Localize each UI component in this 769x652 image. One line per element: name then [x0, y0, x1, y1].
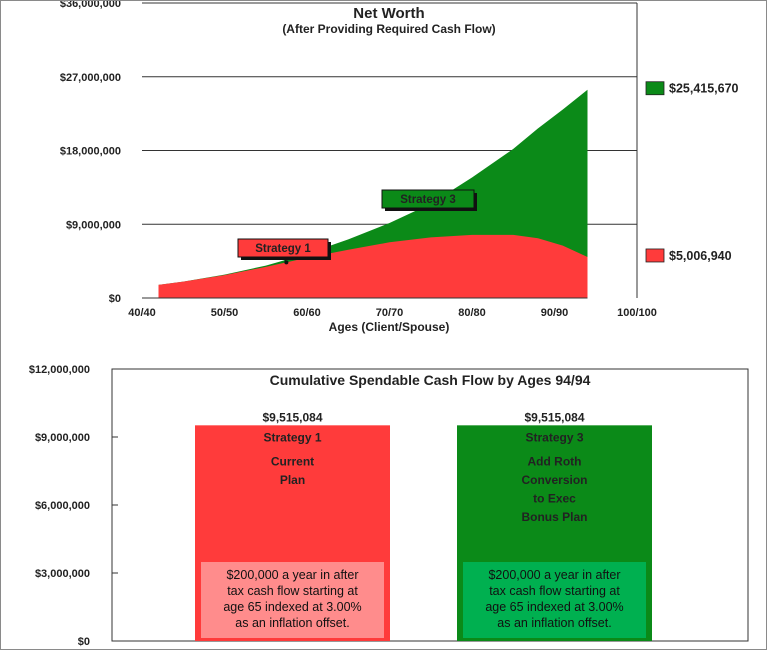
x-axis-label: Ages (Client/Spouse)	[329, 320, 450, 334]
y-tick-label: $36,000,000	[60, 0, 121, 10]
y-tick-label: $0	[109, 293, 121, 305]
strategy1-note-box: $200,000 a year in after tax cash flow st…	[201, 562, 384, 638]
bar-y-tick-label: $12,000,000	[29, 364, 90, 376]
strategy1-bar-description-line: Current	[271, 454, 314, 468]
bar-chart-title: Cumulative Spendable Cash Flow by Ages 9…	[270, 372, 591, 388]
x-tick-label: 40/40	[128, 307, 156, 319]
bar-y-tick-label: $6,000,000	[35, 500, 90, 512]
strategy3-bar-description-line: Add Roth	[528, 454, 582, 468]
strategy1-area	[158, 234, 588, 298]
strategy3-note-line: $200,000 a year in after	[488, 568, 621, 582]
strategy3-bar-description-line: to Exec	[533, 491, 576, 505]
x-tick-label: 70/70	[376, 307, 404, 319]
x-tick-label: 60/60	[293, 307, 321, 319]
strategy1-end-value: $5,006,940	[669, 249, 732, 263]
bar-y-tick-label: $9,000,000	[35, 432, 90, 444]
strategy1-bar-label: Strategy 1	[263, 430, 321, 444]
strategy3-legend-swatch	[645, 81, 665, 96]
strategy3-note-line: tax cash flow starting at	[489, 584, 620, 598]
x-tick-label: 100/100	[617, 307, 657, 319]
strategy1-note-line: $200,000 a year in after	[226, 568, 359, 582]
chart-subtitle: (After Providing Required Cash Flow)	[282, 22, 495, 36]
strategy1-bar-value: $9,515,084	[262, 410, 322, 424]
x-tick-label: 90/90	[541, 307, 569, 319]
y-tick-label: $9,000,000	[66, 219, 121, 231]
strategy1-bar-description-line: Plan	[280, 473, 305, 487]
strategy3-note-line: as an inflation offset.	[497, 616, 612, 630]
strategy1-callout-dot	[284, 260, 289, 265]
x-tick-label: 50/50	[211, 307, 239, 319]
strategy1-note-line: tax cash flow starting at	[227, 584, 358, 598]
strategy1-callout-label: Strategy 1	[255, 243, 311, 255]
strategy3-bar-description-line: Conversion	[521, 473, 587, 487]
strategy1-note-line: age 65 indexed at 3.00%	[223, 600, 362, 614]
strategy3-bar-label: Strategy 3	[525, 430, 583, 444]
strategy1-legend-swatch	[645, 248, 665, 263]
strategy3-callout-label: Strategy 3	[400, 194, 456, 206]
strategy3-end-value: $25,415,670	[669, 82, 739, 96]
y-tick-label: $27,000,000	[60, 72, 121, 84]
x-tick-label: 80/80	[458, 307, 486, 319]
strategy1-note-line: as an inflation offset.	[235, 616, 350, 630]
bar-y-tick-label: $3,000,000	[35, 568, 90, 580]
strategy3-bar-description-line: Bonus Plan	[521, 510, 587, 524]
bar-y-tick-label: $0	[78, 636, 90, 648]
strategy3-note-line: age 65 indexed at 3.00%	[485, 600, 624, 614]
strategy3-note-box: $200,000 a year in after tax cash flow st…	[463, 562, 646, 638]
strategy3-callout-box	[381, 189, 475, 209]
chart-title: Net Worth	[353, 5, 424, 22]
y-tick-label: $18,000,000	[60, 146, 121, 158]
strategy3-bar-value: $9,515,084	[524, 410, 584, 424]
strategy1-callout-box	[237, 238, 329, 258]
